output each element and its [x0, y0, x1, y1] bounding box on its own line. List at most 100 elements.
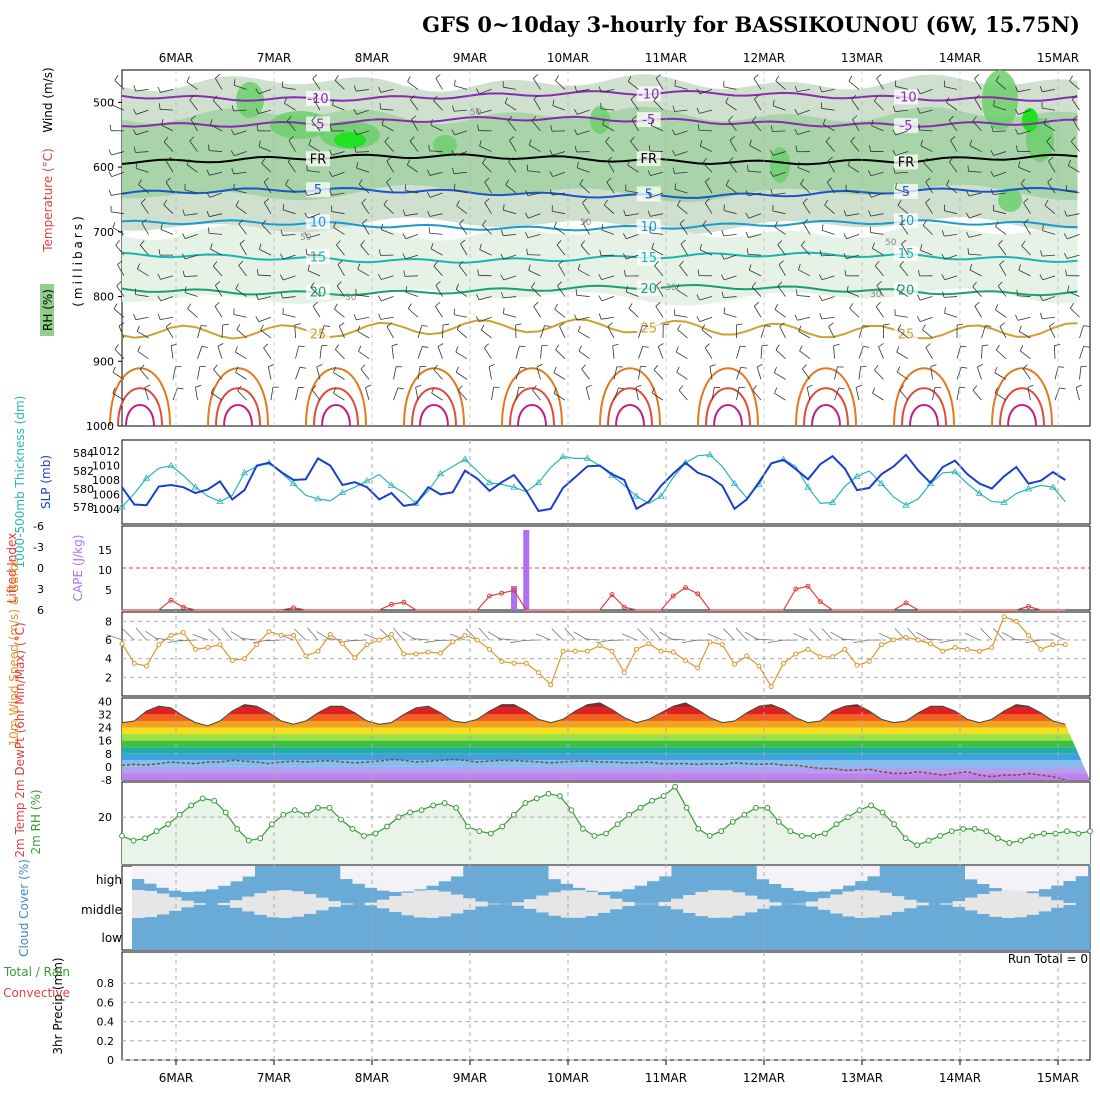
wind-barb [261, 224, 272, 235]
cloud-high-bar [658, 866, 672, 877]
wind-barb [1020, 183, 1031, 194]
wind-barb-flag [967, 248, 969, 255]
wind-barb [111, 171, 125, 178]
wind-barb-flag [920, 139, 923, 146]
wind-barb-flag [1018, 264, 1021, 271]
cloud-middle-bar [548, 892, 562, 916]
wind-barb [822, 296, 835, 302]
rh-marker [960, 825, 967, 832]
contour-label: -5 [312, 118, 325, 133]
cloud-high-bar [426, 866, 439, 886]
wind-barb [802, 202, 811, 214]
wind-barb [858, 366, 862, 380]
ylabel-cloud: Cloud Cover (%) [17, 859, 31, 957]
precip-tick-label: 0.2 [97, 1035, 115, 1048]
wind-barb-flag [677, 324, 681, 330]
wind-barb [528, 270, 541, 277]
wind-barb [557, 285, 566, 297]
wind-barb [498, 638, 515, 641]
wind-barb-flag [235, 200, 240, 207]
wind-barb [117, 264, 125, 277]
wind-barb [702, 224, 713, 235]
wind-barb-flag [455, 346, 459, 353]
wind-barb-flag [456, 200, 460, 206]
wind-barb-flag [674, 79, 676, 87]
wind-barb [944, 312, 958, 318]
wind-barb-flag [258, 243, 262, 250]
wind-barb-flag [893, 167, 896, 174]
wind-barb [295, 345, 300, 359]
wind-barb [871, 192, 884, 198]
wind-barb [995, 309, 1007, 318]
wind-barb [972, 286, 982, 297]
wind-barb [996, 349, 1007, 359]
contour-label-bg [636, 86, 661, 102]
wind-speed-marker [609, 648, 615, 654]
wind-barb-flag [798, 263, 801, 270]
wind-barb [356, 167, 370, 173]
wind-barb-flag [361, 198, 367, 204]
wind-barb-flag [580, 240, 586, 246]
wind-barb-flag [556, 240, 562, 246]
wind-barb-flag [435, 281, 441, 286]
wind-barb [651, 125, 664, 132]
wind-barb-flag [428, 144, 430, 151]
wind-barb-flag [635, 384, 642, 388]
wind-barb [578, 350, 590, 360]
wind-speed-marker [695, 665, 701, 671]
wind-barb [185, 292, 198, 297]
wind-barb [405, 213, 419, 217]
wind-barb [433, 100, 443, 111]
wind-barb [139, 369, 149, 380]
wind-barb [821, 254, 835, 257]
contour-label-bg [636, 280, 661, 296]
wind-barb-flag [553, 387, 557, 394]
wind-barb-flag [184, 286, 187, 293]
wind-barb [137, 351, 149, 360]
wind-barb-flag [526, 248, 528, 255]
wind-barb-flag [745, 231, 749, 238]
wind-barb [184, 213, 198, 216]
wind-barb [540, 345, 543, 359]
wind-barb [993, 151, 1007, 156]
wind-barb [435, 306, 443, 318]
wind-barb-flag [972, 116, 977, 122]
wind-barb [197, 346, 203, 359]
wind-barb-flag [764, 325, 771, 327]
wind-barb-flag [581, 364, 587, 370]
rh-marker [1006, 840, 1013, 846]
wind-barb [822, 229, 835, 235]
wind-barb [699, 109, 713, 114]
wind-barb [189, 140, 198, 152]
wind-barb [821, 316, 835, 320]
wind-barb-flag [379, 103, 381, 110]
rh-marker [833, 821, 840, 828]
rh-marker [349, 825, 356, 832]
temperature-contour [121, 318, 1078, 340]
wind-speed-marker [474, 637, 480, 643]
wind-barb-flag [139, 240, 145, 246]
wind-speed-marker [229, 658, 235, 664]
thickness-marker [534, 478, 543, 486]
cape-bar [511, 586, 517, 610]
wind-barb [1047, 182, 1056, 194]
wind-barb-flag [1020, 178, 1025, 185]
wind-barb [507, 120, 517, 132]
wind-barb [112, 227, 125, 235]
wind-barb [753, 305, 762, 318]
cloud-high-bar [181, 866, 194, 892]
wind-barb [135, 89, 149, 92]
wind-barb-flag [479, 243, 482, 250]
wind-barb-flag [305, 248, 308, 255]
wind-barb-flag [210, 243, 213, 250]
cloud-high-bar [1075, 866, 1088, 877]
contour-label-bg [306, 249, 330, 265]
wind-barb-flag [238, 219, 244, 225]
wind-barb-flag [627, 159, 631, 166]
wind-barb-flag [407, 303, 412, 309]
date-label-top: 8MAR [355, 51, 390, 65]
wind-barb-flag [353, 129, 357, 135]
wind-barb-flag [917, 294, 921, 301]
wind-barb-flag [806, 384, 813, 388]
wind-barb-flag [459, 219, 464, 225]
